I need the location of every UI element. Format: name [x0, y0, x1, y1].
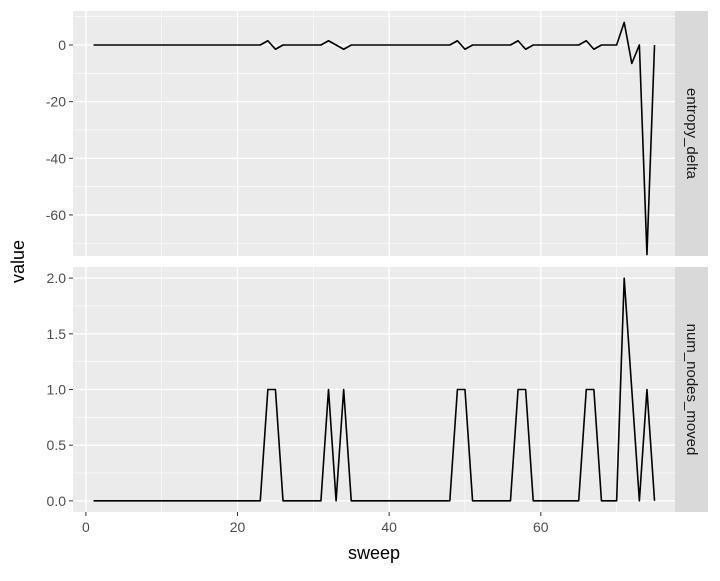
x-tick-label: 20: [230, 519, 246, 535]
y-tick-label: 0.0: [47, 493, 67, 509]
series-line: [93, 277, 656, 502]
panel-background: [73, 11, 675, 256]
y-tick-label: 0: [58, 37, 66, 53]
x-tick-label: 0: [82, 519, 90, 535]
y-axis-title: value: [8, 240, 28, 283]
facet-strip-label: num_nodes_moved: [683, 324, 700, 456]
y-tick-label: 2.0: [47, 270, 67, 286]
facet-strip: [675, 267, 708, 512]
x-tick-label: 40: [381, 519, 397, 535]
y-tick-label: -40: [46, 150, 66, 166]
y-tick-label: 0.5: [47, 437, 67, 453]
y-tick-label: 1.5: [47, 326, 67, 342]
x-tick-label: 60: [533, 519, 549, 535]
facet-strip-label: entropy_delta: [683, 88, 700, 180]
y-tick-label: -20: [46, 94, 66, 110]
facet-strip: [675, 11, 708, 256]
y-tick-label: -60: [46, 207, 66, 223]
series-line: [93, 21, 656, 256]
x-axis-title: sweep: [348, 543, 400, 563]
y-tick-label: 1.0: [47, 382, 67, 398]
